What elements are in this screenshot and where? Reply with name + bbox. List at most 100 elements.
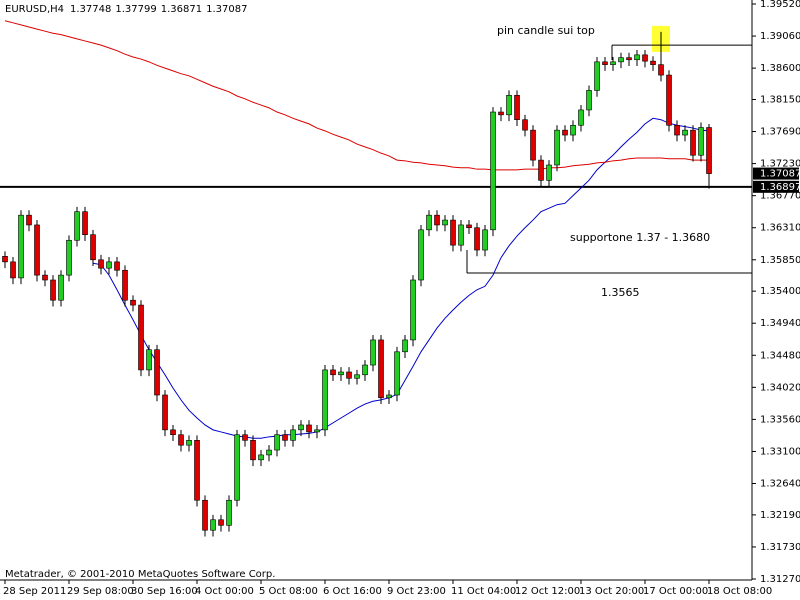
candle-body	[202, 499, 208, 531]
annotation: supportone 1.37 - 1.3680	[570, 231, 710, 244]
y-tick-label: 1.31730	[760, 542, 800, 553]
candle-body	[570, 124, 576, 136]
annotation: 1.3565	[601, 286, 640, 299]
candle-body	[146, 349, 152, 371]
candle-body	[122, 269, 128, 301]
y-tick-label: 1.38150	[760, 94, 800, 105]
candle-body	[114, 261, 120, 271]
annotation: pin candle sui top	[497, 24, 595, 37]
candle-body	[210, 519, 216, 531]
header-close: 1.37087	[206, 4, 247, 15]
candle-body	[410, 279, 416, 341]
candle-body	[394, 351, 400, 396]
x-tick-label: 30 Sep 16:00	[131, 586, 198, 597]
x-tick-label: 6 Oct 16:00	[323, 586, 382, 597]
header-low: 1.36871	[161, 4, 202, 15]
header: EURUSD,H4 1.37748 1.37799 1.36871 1.37087	[5, 4, 247, 15]
y-tick-label: 1.32190	[760, 510, 800, 521]
x-tick-label: 11 Oct 04:00	[451, 586, 516, 597]
y-tick-label: 1.34940	[760, 318, 800, 329]
candle-body	[442, 219, 448, 226]
y-tick-label: 1.33100	[760, 446, 800, 457]
level-label-box	[753, 180, 799, 193]
candle-body	[522, 119, 528, 131]
candle-body	[610, 61, 616, 65]
candle-body	[578, 109, 584, 126]
header-high: 1.37799	[115, 4, 156, 15]
candle-body	[346, 371, 352, 379]
candle-body	[634, 54, 640, 61]
candle-body	[194, 440, 200, 501]
candle-body	[354, 374, 360, 379]
candle-body	[386, 394, 392, 399]
moving-average	[92, 117, 710, 439]
candle-body	[282, 434, 288, 441]
candle-body	[290, 429, 296, 441]
candle-body	[218, 519, 224, 526]
candle-body	[658, 64, 664, 76]
candle-body	[538, 159, 544, 181]
candle-body	[698, 127, 704, 156]
candle-body	[586, 90, 592, 111]
x-tick-label: 12 Oct 12:00	[515, 586, 580, 597]
candle-body	[138, 304, 144, 371]
y-tick-label: 1.31270	[760, 574, 800, 585]
candle-body	[650, 60, 656, 65]
candle-body	[490, 111, 496, 231]
candle-body	[642, 54, 648, 62]
candle-body	[98, 259, 104, 269]
y-tick-label: 1.38600	[760, 63, 800, 74]
candle-body	[178, 434, 184, 446]
candle-body	[58, 274, 64, 301]
candle-body	[250, 440, 256, 461]
x-tick-label: 29 Sep 08:00	[67, 586, 134, 597]
candle-body	[626, 57, 632, 61]
candle-body	[130, 299, 136, 306]
candle-body	[426, 214, 432, 231]
candle-body	[314, 429, 320, 433]
candle-body	[186, 440, 192, 446]
candle-body	[402, 339, 408, 353]
bid-label-box	[753, 167, 799, 180]
candle-body	[274, 434, 280, 451]
x-tick-label: 13 Oct 20:00	[579, 586, 644, 597]
candle-body	[474, 227, 480, 251]
candle-body	[594, 61, 600, 91]
candle-body	[298, 424, 304, 431]
candle-body	[162, 394, 168, 431]
candle-body	[234, 434, 240, 501]
header-open: 1.37748	[70, 4, 111, 15]
y-tick-label: 1.36770	[760, 191, 800, 202]
candle-body	[554, 129, 560, 166]
candle-body	[306, 424, 312, 433]
x-tick-label: 18 Oct 08:00	[707, 586, 772, 597]
candle-body	[338, 371, 344, 376]
x-tick-label: 9 Oct 23:00	[387, 586, 446, 597]
candle-body	[170, 429, 176, 436]
x-tick-label: 4 Oct 00:00	[195, 586, 254, 597]
level-label: 1.36897	[760, 182, 800, 193]
bid-label: 1.37087	[760, 169, 800, 180]
moving-average	[4, 20, 709, 171]
candle-body	[42, 274, 48, 281]
candle-body	[82, 211, 88, 235]
candle-body	[666, 74, 672, 126]
candle-body	[370, 339, 376, 366]
candle-body	[682, 129, 688, 136]
candle-body	[26, 214, 32, 226]
y-tick-label: 1.37690	[760, 127, 800, 138]
candle-body	[10, 261, 16, 279]
candle-body	[618, 57, 624, 63]
candle-body	[266, 449, 272, 456]
candle-body	[602, 61, 608, 65]
candle-body	[562, 129, 568, 136]
y-tick-label: 1.39060	[760, 31, 800, 42]
candle-body	[34, 224, 40, 276]
y-tick-label: 1.37230	[760, 159, 800, 170]
candle-body	[434, 214, 440, 226]
candle-body	[362, 364, 368, 376]
candle-body	[690, 129, 696, 156]
y-tick-label: 1.33560	[760, 414, 800, 425]
